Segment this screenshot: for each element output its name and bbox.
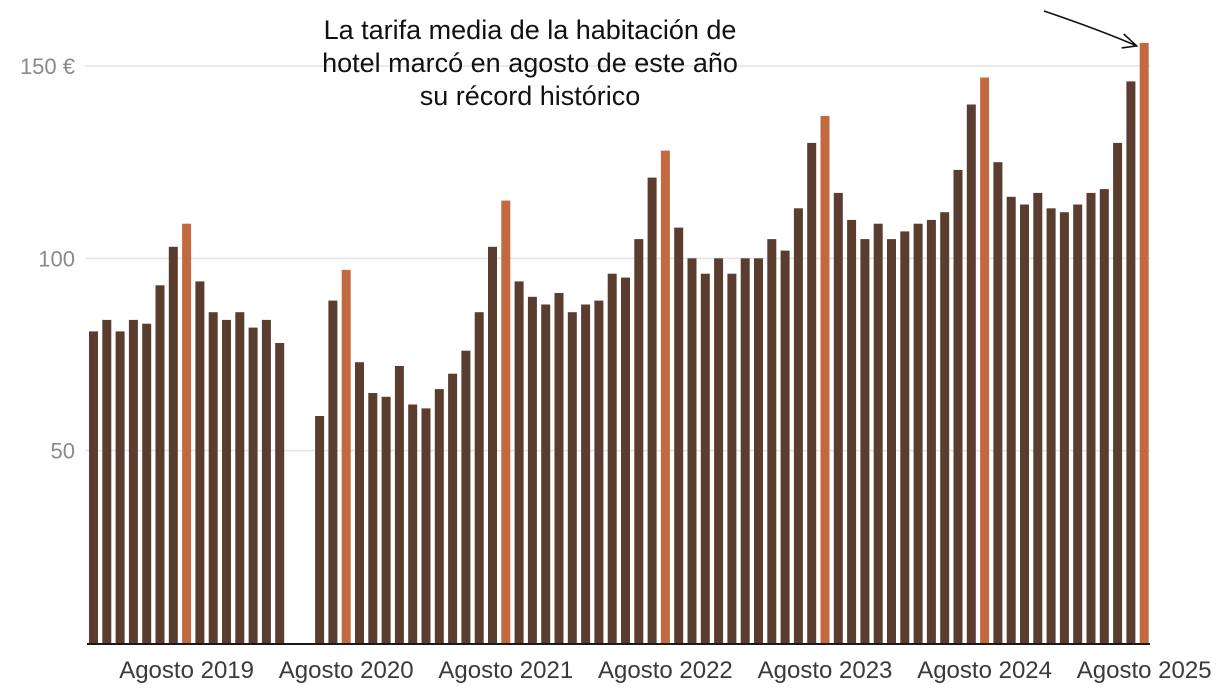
bar [1113, 142, 1123, 643]
bar [1046, 208, 1056, 644]
bar [328, 300, 338, 643]
bar [926, 219, 936, 643]
bar [448, 373, 458, 643]
x-tick-label: Agosto 2022 [598, 657, 733, 684]
bar [727, 273, 737, 643]
bar [155, 285, 165, 643]
annotation-arrow [1043, 10, 1139, 49]
bar [860, 239, 870, 643]
bar [581, 304, 591, 643]
bar-august [660, 150, 670, 643]
y-tick-label: 100 [38, 246, 75, 271]
bar [554, 293, 564, 643]
bar [408, 404, 418, 643]
bar [966, 104, 976, 643]
bar [1033, 192, 1043, 643]
bar [115, 331, 125, 643]
bar [1073, 204, 1083, 643]
bar [381, 396, 391, 643]
bar [461, 350, 471, 643]
x-tick-label: Agosto 2020 [279, 657, 414, 684]
bar-august [341, 269, 351, 643]
x-tick-label: Agosto 2023 [758, 657, 893, 684]
bar [993, 162, 1003, 643]
bar [714, 258, 724, 643]
bar [607, 273, 617, 643]
bar [355, 362, 364, 643]
bar [195, 281, 205, 643]
bar-august [820, 116, 830, 643]
bar-august [182, 223, 192, 643]
bar [315, 416, 325, 643]
bar [700, 273, 710, 643]
bar [1006, 196, 1016, 644]
bar [793, 208, 803, 644]
bar [900, 231, 910, 643]
bar [89, 331, 98, 643]
bar [128, 319, 138, 643]
bar [887, 239, 896, 643]
bar [222, 319, 231, 643]
bar [767, 239, 777, 643]
bar [541, 304, 551, 643]
bar [102, 319, 112, 643]
bar [754, 258, 763, 643]
bar [1099, 189, 1109, 643]
x-tick-label: Agosto 2019 [119, 657, 254, 684]
bar [261, 319, 271, 643]
bar [1126, 81, 1136, 643]
annotation-text: La tarifa media de la habitación de hote… [290, 14, 770, 113]
annotation-line-3: su récord histórico [419, 81, 641, 111]
annotation-arrow-head [1121, 33, 1139, 49]
bar [142, 323, 152, 643]
bar [740, 258, 750, 643]
bar [168, 246, 178, 644]
bar [421, 408, 431, 643]
bar [674, 227, 684, 643]
bar [368, 393, 378, 643]
x-tick-label: Agosto 2024 [917, 657, 1052, 684]
bar-august [980, 77, 990, 643]
bar [567, 312, 577, 643]
bar [780, 250, 790, 643]
bar [940, 212, 950, 643]
bar [687, 258, 697, 643]
bar-august [1139, 42, 1149, 643]
axes: Agosto 2019 Agosto 2020 Agosto 2021 Agosto … [87, 643, 1212, 684]
bar [913, 223, 923, 643]
bar [1086, 192, 1096, 643]
bar [488, 246, 497, 644]
annotation-line-2: hotel marcó en agosto de este año [322, 48, 738, 78]
x-tick-label: Agosto 2021 [438, 657, 573, 684]
bar [873, 223, 883, 643]
bar [621, 277, 630, 643]
bar [434, 389, 444, 643]
bar [208, 312, 218, 643]
bar [647, 177, 657, 643]
bars [89, 42, 1149, 644]
annotation-arrow-line [1043, 10, 1138, 47]
bar [248, 327, 258, 643]
bar-august [501, 200, 511, 643]
x-tick-label: Agosto 2025 [1077, 657, 1212, 684]
bar [275, 343, 285, 643]
bar [527, 296, 537, 643]
bar [474, 312, 484, 643]
y-tick-label: 50 [51, 439, 75, 464]
bar [514, 281, 524, 643]
bar [1059, 212, 1069, 643]
bar [847, 219, 857, 643]
annotation-line-1: La tarifa media de la habitación de [323, 15, 737, 45]
bar [953, 169, 963, 643]
y-tick-label: 150 € [20, 54, 75, 79]
bar [1020, 204, 1029, 643]
bar [634, 239, 644, 643]
bar [394, 366, 404, 643]
bar [807, 142, 817, 643]
bar [833, 192, 843, 643]
bar [594, 300, 604, 643]
bar [235, 312, 245, 643]
